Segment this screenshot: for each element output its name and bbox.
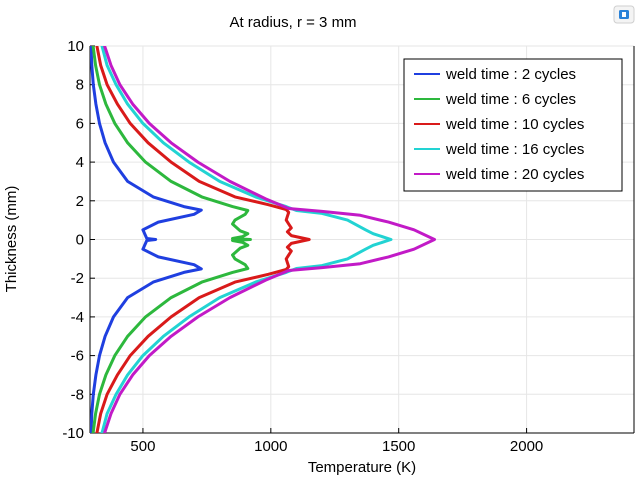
y-tick-label: -10 — [62, 425, 84, 442]
legend-label: weld time : 10 cycles — [445, 116, 584, 133]
series-line-1 — [90, 46, 203, 433]
legend-label: weld time : 20 cycles — [445, 166, 584, 183]
app-icon[interactable] — [613, 5, 635, 24]
chart-title: At radius, r = 3 mm — [229, 14, 356, 31]
x-tick-label: 1500 — [382, 438, 415, 455]
y-tick-label: 4 — [76, 154, 84, 171]
y-tick-label: -6 — [71, 348, 84, 365]
legend-label: weld time : 6 cycles — [445, 91, 576, 108]
plot-axes — [89, 45, 635, 434]
legend-box — [403, 58, 623, 192]
tick-labels: 500 1000 1500 2000 -10 -8 -6 -4 -2 0 2 4 6 8 10 — [62, 38, 543, 455]
y-tick-label: 10 — [67, 38, 84, 55]
plot-series — [90, 46, 436, 433]
series-line-4 — [100, 46, 393, 433]
y-axis-label: Thickness (mm) — [3, 186, 20, 293]
x-tick-label: 2000 — [510, 438, 543, 455]
x-axis-label: Temperature (K) — [308, 459, 416, 476]
series-line-3 — [95, 46, 311, 433]
y-tick-label: 6 — [76, 115, 84, 132]
x-tick-label: 1000 — [254, 438, 287, 455]
series-line-5 — [103, 46, 436, 433]
y-tick-label: 0 — [76, 232, 84, 249]
y-tick-label: -2 — [71, 270, 84, 287]
series-line-2 — [91, 46, 252, 433]
y-tick-label: 2 — [76, 193, 84, 210]
legend-label: weld time : 16 cycles — [445, 141, 584, 158]
legend: weld time : 2 cycles weld time : 6 cycles… — [403, 58, 623, 192]
y-tick-label: -4 — [71, 309, 84, 326]
y-tick-label: -8 — [71, 386, 84, 403]
legend-label: weld time : 2 cycles — [445, 66, 576, 83]
y-tick-label: 8 — [76, 77, 84, 94]
x-tick-label: 500 — [130, 438, 155, 455]
